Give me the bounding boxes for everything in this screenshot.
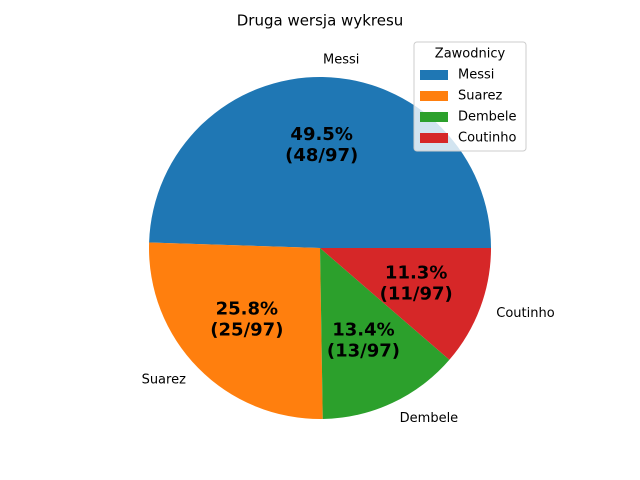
legend-swatch (420, 133, 448, 143)
slice-label: Messi (323, 52, 359, 67)
legend-label: Coutinho (458, 131, 516, 146)
chart-title: Druga wersja wykresu (237, 12, 404, 30)
value-label: 25.8% (216, 298, 278, 319)
legend-label: Dembele (458, 110, 517, 125)
pie-slice (148, 242, 323, 419)
legend-title: Zawodnicy (435, 47, 506, 62)
value-label: 49.5% (290, 124, 352, 145)
value-label: (13/97) (327, 340, 400, 361)
legend-swatch (420, 112, 448, 122)
legend-swatch (420, 70, 448, 80)
legend-box (413, 41, 527, 152)
value-label: 13.4% (332, 319, 394, 340)
value-label: 11.3% (385, 262, 447, 283)
legend-swatch (420, 91, 448, 101)
value-label: (48/97) (285, 145, 358, 166)
pie-slice (149, 76, 492, 248)
slice-label: Suarez (142, 372, 187, 387)
legend-label: Suarez (458, 89, 503, 104)
pie-slice (320, 248, 450, 419)
value-label: (25/97) (210, 319, 283, 340)
value-label: (11/97) (380, 283, 453, 304)
slice-label: Dembele (400, 411, 459, 426)
pie-slice (320, 248, 491, 360)
legend-label: Messi (458, 68, 494, 83)
slice-label: Coutinho (496, 306, 554, 321)
